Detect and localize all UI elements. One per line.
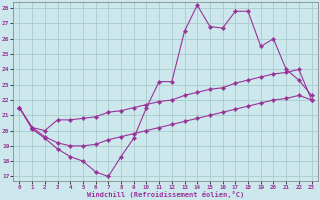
X-axis label: Windchill (Refroidissement éolien,°C): Windchill (Refroidissement éolien,°C): [87, 191, 244, 198]
